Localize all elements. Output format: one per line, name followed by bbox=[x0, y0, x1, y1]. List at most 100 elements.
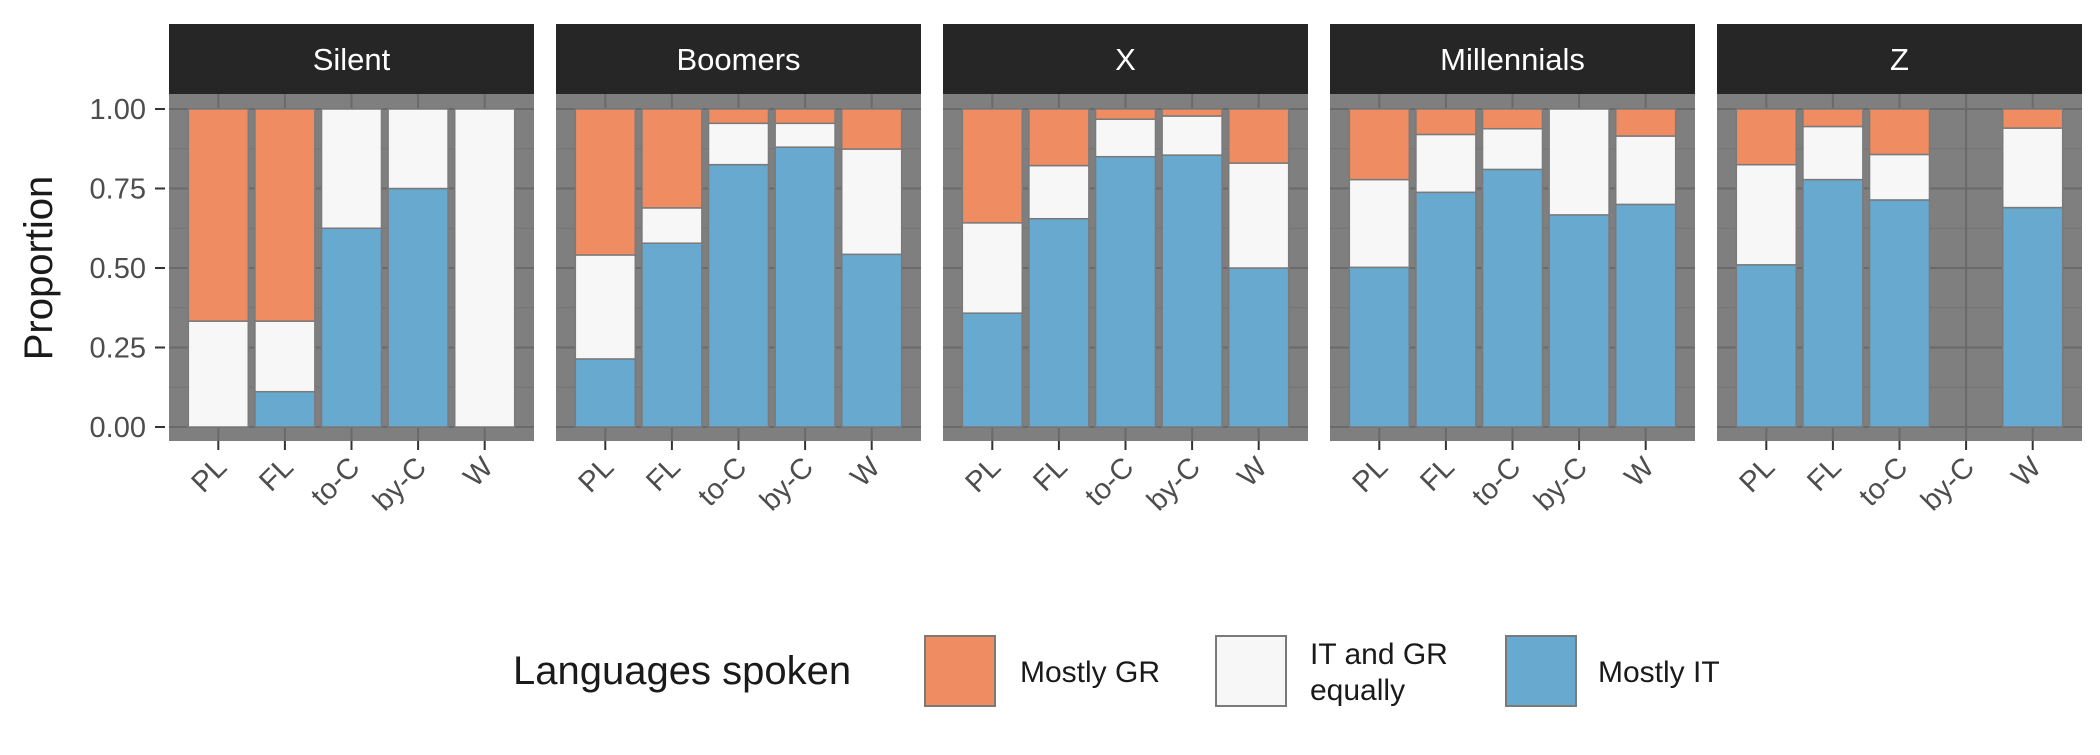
bar-segment-it bbox=[1802, 178, 1864, 428]
x-tick-label: to-C bbox=[1079, 451, 1140, 512]
bar-segment-it bbox=[840, 253, 903, 428]
bar-segment-gr bbox=[1161, 108, 1223, 117]
legend-label: Mostly IT bbox=[1598, 656, 1720, 689]
legend-key-it bbox=[1505, 635, 1577, 707]
bar-segment-it bbox=[254, 390, 316, 428]
bar-segment-eq bbox=[453, 108, 516, 428]
bar-segment-gr bbox=[187, 108, 250, 322]
bar-segment-gr bbox=[254, 108, 316, 322]
facet-strip bbox=[556, 24, 921, 94]
bar-segment-it bbox=[1735, 264, 1798, 428]
x-tick-label: by-C bbox=[1915, 451, 1981, 517]
bar-segment-gr bbox=[840, 108, 903, 150]
bar-segment-it bbox=[641, 242, 703, 428]
x-tick-label: W bbox=[1619, 451, 1661, 493]
bar-segment-eq bbox=[387, 108, 449, 190]
panel-silent: Silent PL FL to-C by-C W bbox=[169, 24, 534, 517]
legend-label: IT and GR equally bbox=[1310, 638, 1448, 707]
facet-strip-label: Millennials bbox=[1440, 42, 1585, 77]
facet-strip-label: X bbox=[1115, 42, 1136, 77]
x-tick-label: PL bbox=[1734, 451, 1782, 499]
bar-segment-it bbox=[387, 187, 449, 428]
bar-segment-eq bbox=[840, 148, 903, 256]
bar-segment-eq bbox=[1227, 162, 1290, 269]
bar-segment-eq bbox=[1735, 163, 1798, 266]
x-tick-label: FL bbox=[640, 451, 687, 498]
x-tick-label: W bbox=[458, 451, 500, 493]
bar-segment-eq bbox=[1614, 135, 1677, 206]
bar-segment-it bbox=[1348, 266, 1411, 428]
bar-segment-gr bbox=[1415, 108, 1477, 136]
bar-segment-eq bbox=[1868, 153, 1931, 201]
bar-segment-eq bbox=[1348, 178, 1411, 269]
bar-segment-it bbox=[1227, 267, 1290, 428]
bar-segment-it bbox=[1415, 191, 1477, 428]
y-tick-label: 0.25 bbox=[90, 333, 146, 365]
bar-segment-gr bbox=[1094, 108, 1157, 120]
x-tick-label: by-C bbox=[367, 451, 433, 517]
bar-segment-eq bbox=[187, 320, 250, 428]
bar-segment-eq bbox=[1161, 115, 1223, 156]
bar-segment-gr bbox=[2001, 108, 2064, 129]
bar-segment-eq bbox=[1415, 133, 1477, 194]
x-tick-label: to-C bbox=[305, 451, 366, 512]
y-tick-label: 0.75 bbox=[90, 174, 146, 206]
bar-segment-eq bbox=[1028, 164, 1090, 220]
panel-millennials: Millennials PL FL to-C by-C W bbox=[1330, 24, 1695, 517]
x-tick-label: FL bbox=[253, 451, 300, 498]
bar-segment-gr bbox=[774, 108, 836, 125]
bar-segment-gr bbox=[1735, 108, 1798, 166]
x-tick-label: to-C bbox=[1853, 451, 1914, 512]
facet-strip-label: Z bbox=[1890, 42, 1909, 77]
bar-segment-gr bbox=[1348, 108, 1411, 181]
legend-label-line: IT and GR bbox=[1310, 638, 1448, 671]
y-tick-label: 0.00 bbox=[90, 412, 146, 444]
bar-segment-it bbox=[320, 227, 383, 428]
x-tick-label: W bbox=[2006, 451, 2048, 493]
bar-segment-gr bbox=[574, 108, 637, 256]
bar-segment-eq bbox=[2001, 127, 2064, 209]
bar-segment-eq bbox=[1481, 127, 1544, 171]
y-tick-label: 0.50 bbox=[90, 253, 146, 285]
x-tick-label: PL bbox=[186, 451, 234, 499]
legend-label-line: equally bbox=[1310, 674, 1405, 707]
bar-segment-it bbox=[1868, 199, 1931, 428]
bar-segment-gr bbox=[1481, 108, 1544, 130]
x-tick-label: by-C bbox=[1528, 451, 1594, 517]
facet-strip bbox=[1717, 24, 2082, 94]
bar-segment-it bbox=[1548, 214, 1610, 428]
facet-strip bbox=[1330, 24, 1695, 94]
bar-segment-gr bbox=[1868, 108, 1931, 156]
bar-segment-gr bbox=[1227, 108, 1290, 164]
x-tick-label: PL bbox=[1347, 451, 1395, 499]
legend-key-eq bbox=[1215, 635, 1287, 707]
x-tick-label: PL bbox=[960, 451, 1008, 499]
bar-segment-it bbox=[961, 312, 1024, 428]
bar-segment-it bbox=[707, 163, 770, 428]
x-tick-label: to-C bbox=[1466, 451, 1527, 512]
bar-segment-eq bbox=[707, 122, 770, 166]
x-tick-label: W bbox=[845, 451, 887, 493]
bar-segment-eq bbox=[320, 108, 383, 229]
x-tick-label: by-C bbox=[1141, 451, 1207, 517]
bar-segment-gr bbox=[961, 108, 1024, 224]
bar-segment-it bbox=[2001, 206, 2064, 428]
legend-key-gr bbox=[924, 635, 996, 707]
facet-strip bbox=[169, 24, 534, 94]
legend: Languages spoken Mostly GR IT and GR equall… bbox=[513, 635, 1720, 707]
bar-segment-eq bbox=[1802, 125, 1864, 181]
panel-z: Z PL FL to-C by-C W bbox=[1717, 24, 2082, 517]
bar-segment-gr bbox=[641, 108, 703, 209]
bar-segment-eq bbox=[1548, 108, 1610, 216]
x-tick-label: FL bbox=[1414, 451, 1461, 498]
x-tick-label: PL bbox=[573, 451, 621, 499]
x-tick-label: to-C bbox=[692, 451, 753, 512]
bar-segment-it bbox=[774, 146, 836, 428]
bar-segment-gr bbox=[1614, 108, 1677, 137]
facet-strip bbox=[943, 24, 1308, 94]
bar-segment-eq bbox=[254, 320, 316, 393]
panel-x: X PL FL to-C by-C W bbox=[943, 24, 1308, 517]
bar-segment-gr bbox=[1802, 108, 1864, 128]
